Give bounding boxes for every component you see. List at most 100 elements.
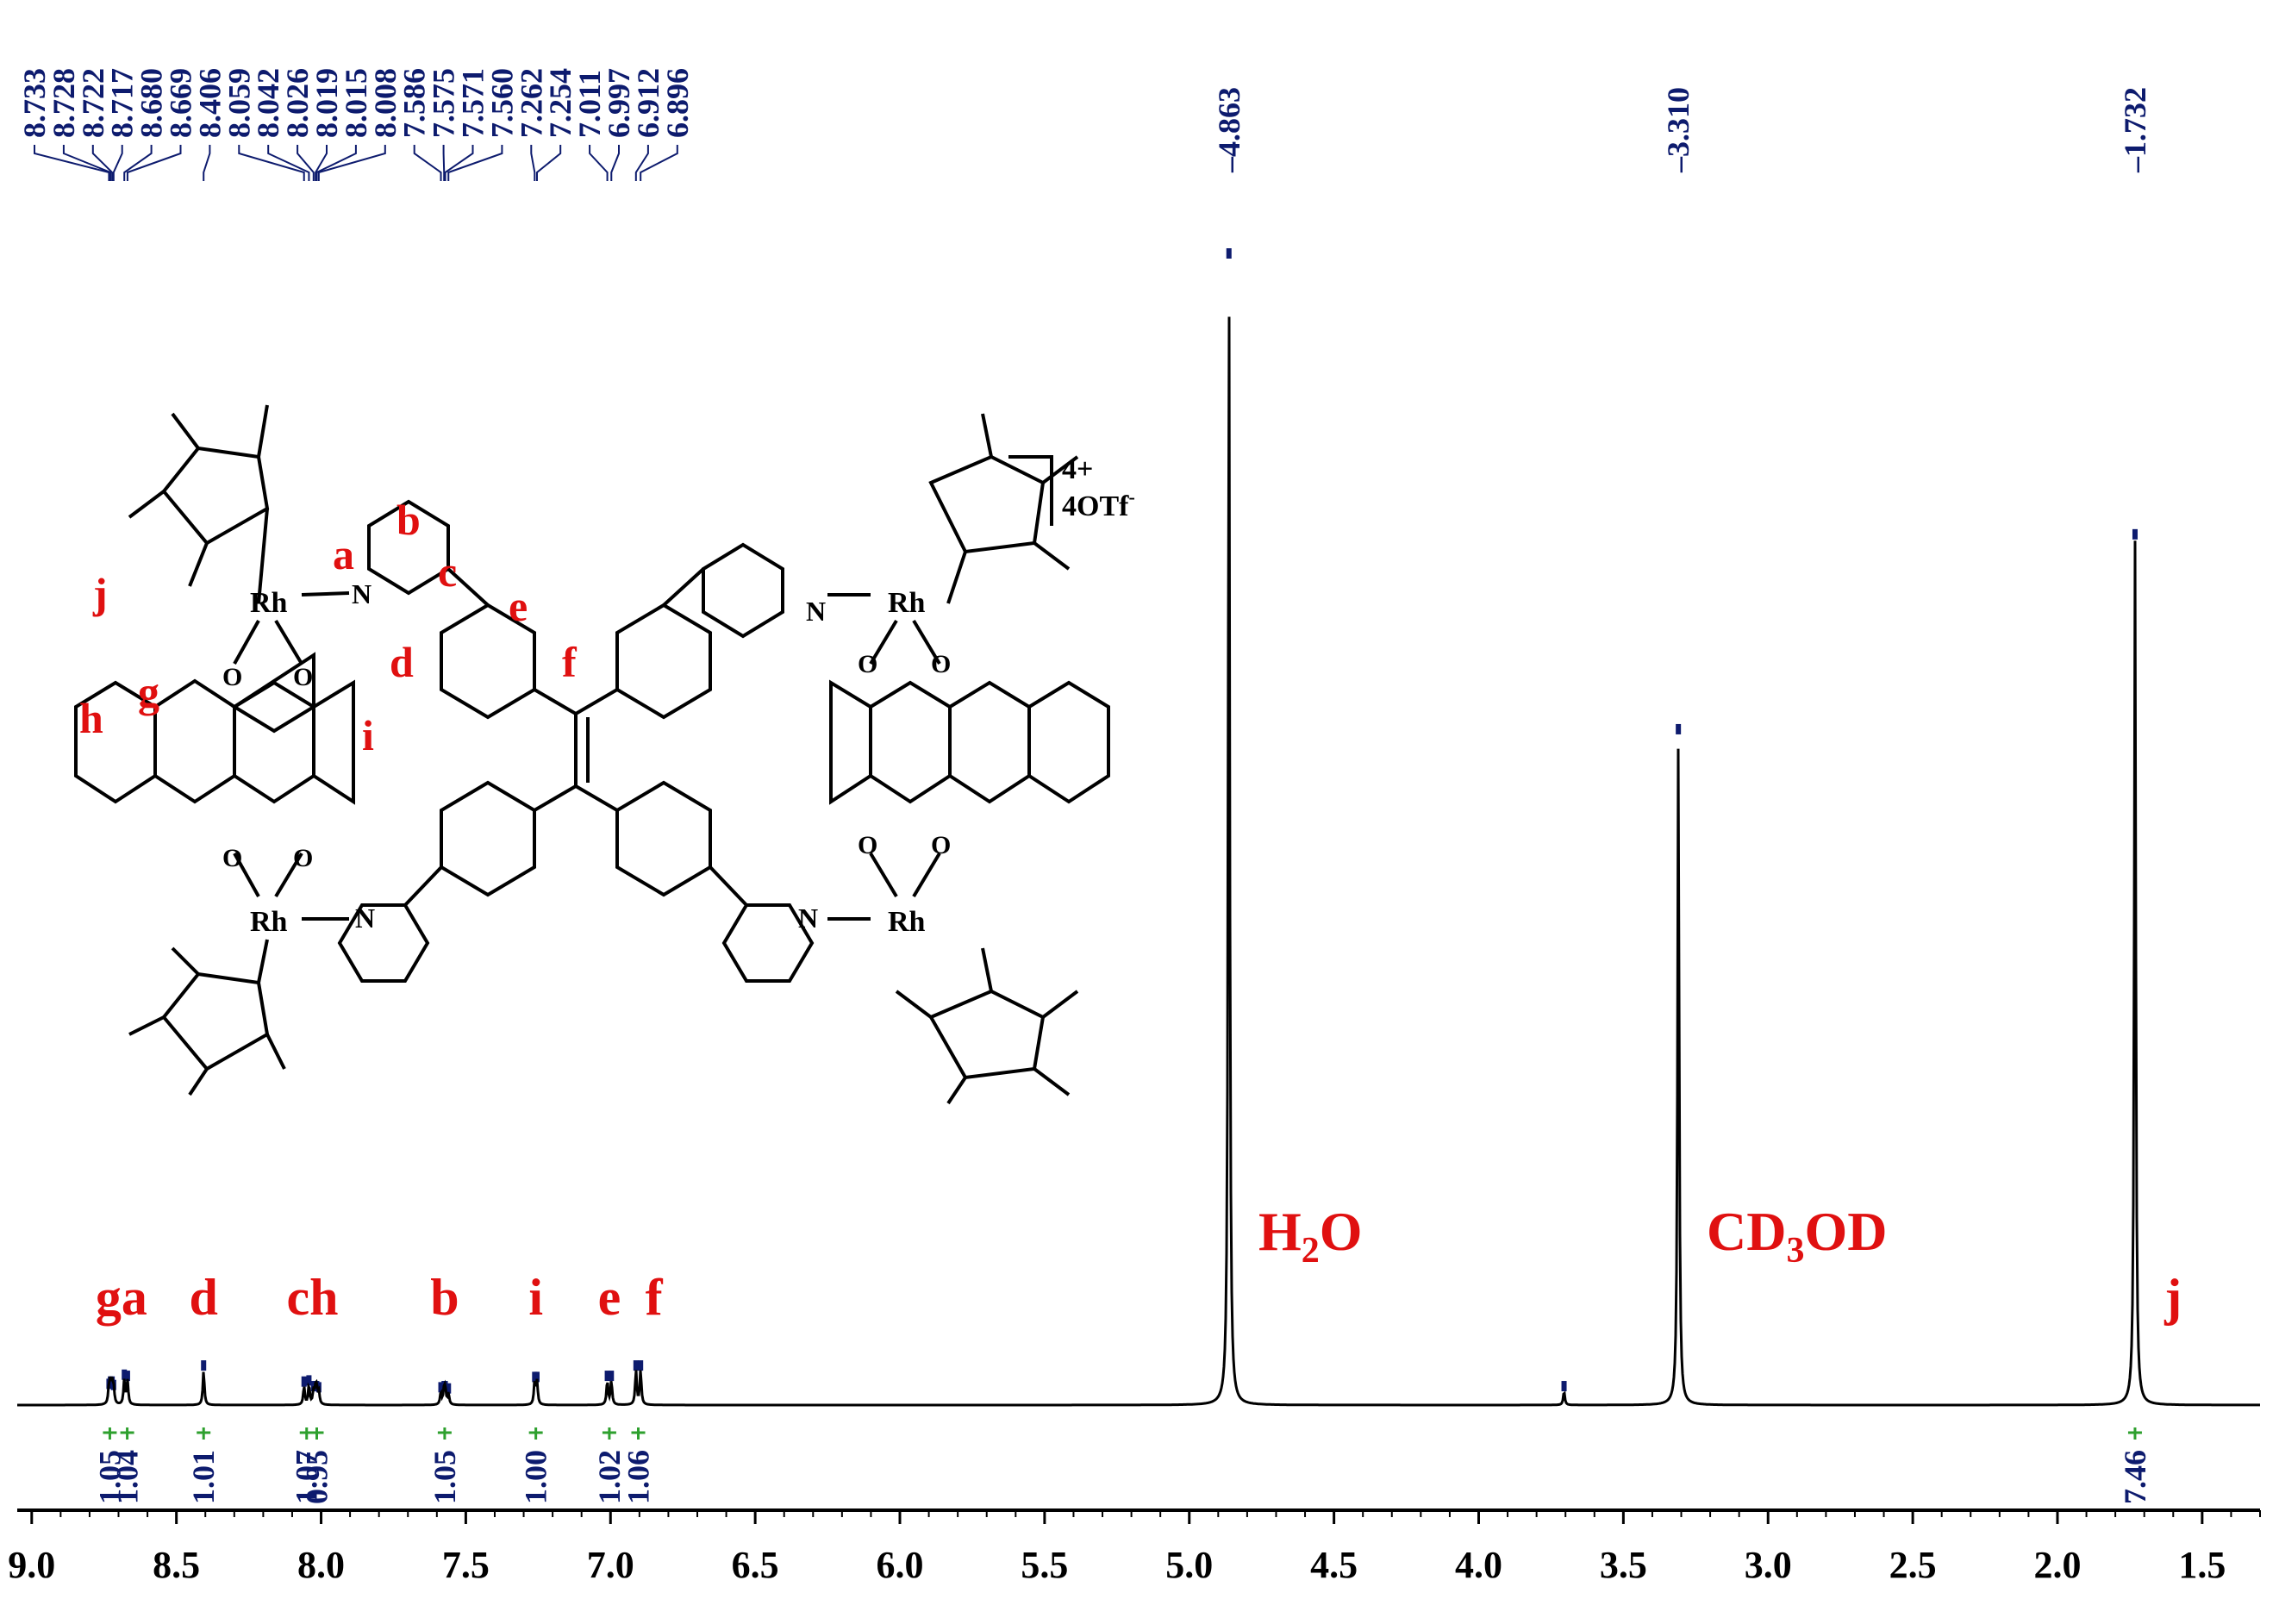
o-label: O [858, 650, 877, 678]
proton-label-a: a [333, 530, 354, 578]
integral-value: 1.07 [290, 1450, 324, 1504]
peak-marker [633, 1360, 639, 1371]
o-label: O [293, 663, 313, 691]
proton-label-i: i [362, 711, 374, 759]
peak-label-connector [112, 145, 123, 181]
peak-label-connector [238, 145, 305, 181]
proton-label-h: h [79, 694, 103, 742]
n-label: N [798, 903, 818, 934]
x-axis-ticks: 9.0 8.5 8.0 7.5 7.0 6.5 6.0 5.5 5.0 4.5 4.0 3.5 3.0 2… [8, 1510, 2261, 1586]
rh-label: Rh [250, 906, 288, 938]
peak-label-connector [535, 145, 562, 181]
peak-label-connector [315, 145, 328, 181]
peak-shift-label: 6.997 [602, 68, 636, 138]
o-label: O [858, 831, 877, 859]
peak-marker [604, 1371, 610, 1382]
x-tick-label: 1.5 [2178, 1544, 2226, 1586]
proton-label-j: j [92, 569, 108, 617]
peak-marker [438, 1382, 444, 1393]
peak-shift-label: 6.896 [660, 68, 695, 138]
x-tick-label: 5.5 [1021, 1544, 1068, 1586]
peak-label-connector [297, 145, 315, 181]
n-label: N [806, 596, 826, 627]
x-tick-label: 2.0 [2033, 1544, 2081, 1586]
integral-value: 1.01 [186, 1450, 221, 1504]
x-tick-label: 7.5 [442, 1544, 490, 1586]
peak-label-connector [123, 145, 153, 181]
peak-shift-label: 7.011 [572, 70, 607, 138]
assignment-label: ch [286, 1269, 338, 1326]
integral-value: 1.00 [519, 1450, 553, 1504]
assignment-label: d [190, 1269, 218, 1326]
integral-value: 1.05 [428, 1450, 462, 1504]
n-label: N [355, 903, 375, 934]
peak-label-connectors [34, 145, 678, 181]
peak-shift-label: 8.019 [309, 68, 344, 138]
peak-shift-label: 7.560 [484, 68, 519, 138]
peak-marker [609, 1371, 615, 1382]
assignment-label: e [598, 1269, 621, 1326]
peak-label-connector [589, 145, 609, 181]
peak-shift-label: 7.254 [543, 68, 578, 138]
molecular-structure [74, 404, 1110, 1105]
integral-value: 1.06 [621, 1450, 656, 1504]
assignment-label: b [430, 1269, 459, 1326]
peak-shift-label: 8.406 [192, 68, 227, 138]
rh-label: Rh [250, 587, 288, 619]
peak-marker [2132, 528, 2138, 540]
peak-marker [122, 1369, 128, 1380]
peak-shift-label: 6.912 [631, 68, 665, 138]
proton-label-d: d [390, 638, 414, 686]
assignment-label: f [646, 1269, 664, 1326]
o-label: O [931, 650, 951, 678]
x-tick-label: 6.0 [877, 1544, 924, 1586]
x-tick-label: 8.5 [153, 1544, 200, 1586]
peak-label-connector [634, 145, 649, 181]
peak-label-connector [91, 145, 114, 181]
peak-shift-label: 8.733 [17, 68, 52, 138]
peak-label-connector [530, 145, 536, 181]
peak-label-connector [315, 145, 357, 181]
x-tick-label: 3.0 [1745, 1544, 1792, 1586]
rh-label: Rh [888, 906, 926, 938]
peak-shift-label: 8.059 [222, 68, 256, 138]
peak-marker [534, 1371, 540, 1383]
x-tick-label: 7.0 [587, 1544, 634, 1586]
peak-shift-label: 8.717 [105, 68, 140, 138]
solvent-label-h2o: H2O [1258, 1201, 1363, 1271]
peak-label-connector [610, 145, 620, 181]
peak-shift-label: 8.728 [47, 68, 81, 138]
peak-marker [201, 1360, 207, 1371]
peak-shift-label: 8.680 [134, 68, 169, 138]
peak-label-connector [203, 145, 211, 181]
peak-label-connector [34, 145, 110, 181]
integral-value: 7.46 [2118, 1450, 2152, 1504]
peak-shift-label: 8.722 [76, 68, 110, 138]
x-tick-label: 8.0 [297, 1544, 345, 1586]
peak-shift-label: 8.008 [368, 68, 403, 138]
n-label: N [352, 578, 372, 609]
o-label: O [222, 663, 242, 691]
spectrum-trace [17, 316, 2260, 1407]
peak-label-connector [62, 145, 112, 181]
peak-shift-label: 7.262 [514, 68, 548, 138]
x-tick-label: 4.0 [1455, 1544, 1502, 1586]
peak-label-connector [413, 145, 442, 181]
x-tick-label: 2.5 [1889, 1544, 1937, 1586]
peak-marker [124, 1371, 130, 1382]
proton-label-e: e [509, 582, 528, 630]
peak-shift-label: –3.310 [1661, 87, 1695, 173]
solvent-label-cd3od: CD3OD [1707, 1201, 1887, 1271]
x-tick-label: 4.5 [1310, 1544, 1358, 1586]
structure-labels: Rh Rh Rh Rh N N N N O O O O O O O O 4+ 4… [79, 453, 1135, 938]
proton-label-b: b [396, 496, 421, 544]
peak-shift-label: –1.732 [2118, 87, 2152, 173]
peak-label-connector [447, 145, 503, 181]
peak-label-connector [317, 145, 386, 181]
assignment-label: i [528, 1269, 543, 1326]
rh-label: Rh [888, 587, 926, 619]
x-tick-label: 3.5 [1600, 1544, 1647, 1586]
peak-marker [1561, 1381, 1567, 1392]
integral-value: 1.02 [592, 1450, 627, 1504]
